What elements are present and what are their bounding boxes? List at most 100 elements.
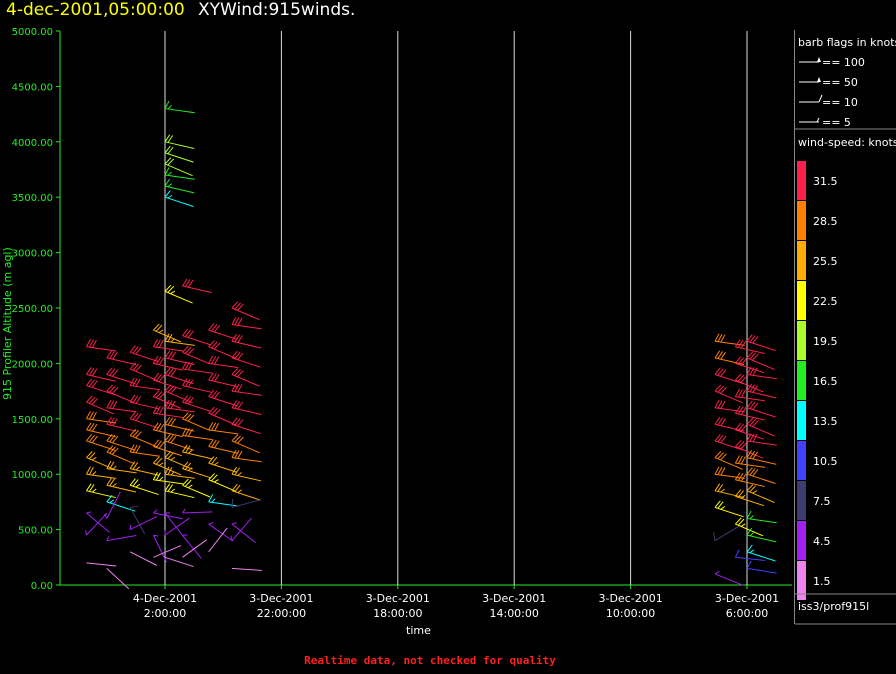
wind-barb <box>182 444 212 460</box>
wind-barb <box>152 405 184 418</box>
wind-barb <box>152 373 183 390</box>
wind-barb <box>86 378 116 396</box>
wind-barb <box>129 345 159 363</box>
grid-lines <box>164 31 748 585</box>
wind-barb <box>104 491 121 519</box>
wind-barb <box>182 508 213 514</box>
wind-barb <box>746 544 776 562</box>
wind-barb <box>129 394 160 410</box>
wind-barb <box>129 428 158 448</box>
wind-barb <box>231 301 260 321</box>
wind-barb <box>85 339 117 352</box>
wind-barb <box>734 439 764 459</box>
legend-color-swatch <box>797 361 806 400</box>
wind-barb <box>746 400 776 418</box>
wind-barb <box>208 439 238 454</box>
wind-barb <box>164 466 195 479</box>
wind-barb <box>153 509 183 520</box>
x-tick-date: 3-Dec-2001 <box>249 592 313 605</box>
wind-barb <box>164 517 190 536</box>
wind-barb <box>164 416 195 432</box>
y-axis-label: 915 Profiler Altitude (m agl) <box>1 247 14 400</box>
wind-barb <box>153 545 182 558</box>
x-tick-date: 3-Dec-2001 <box>715 592 779 605</box>
wind-barb <box>208 473 237 492</box>
axes: 0.00 500.00 1000.00 1500.00 2000.00 2500.00 30… <box>12 27 792 620</box>
wind-barb <box>164 399 195 413</box>
wind-barb <box>746 560 777 574</box>
wind-barb <box>152 456 182 476</box>
wind-barb <box>106 568 130 590</box>
wind-barb <box>164 333 195 346</box>
x-tick-date: 3-Dec-2001 <box>366 592 430 605</box>
legend-barb-title: barb flags in knots <box>798 36 896 49</box>
wind-barb <box>182 278 212 294</box>
wind-barb <box>152 390 182 409</box>
legend-color-swatch <box>797 521 806 560</box>
wind-barb <box>714 399 745 413</box>
wind-barb <box>714 367 744 385</box>
legend-scale-label: 19.5 <box>813 335 838 348</box>
wind-barb <box>231 449 262 463</box>
y-tick-label: 4500.00 <box>12 82 53 93</box>
wind-barb <box>164 284 193 304</box>
wind-barb <box>231 466 262 482</box>
legend-barb-item: == 5 <box>799 116 851 129</box>
legend-barb-item: == 50 <box>799 76 858 89</box>
wind-barb <box>208 406 237 426</box>
wind-barb <box>734 549 766 561</box>
legend-scale-label: 31.5 <box>813 175 838 188</box>
wind-barb <box>164 157 193 177</box>
x-tick-time: 18:00:00 <box>373 607 422 620</box>
wind-barb <box>231 350 261 368</box>
x-tick-time: 22:00:00 <box>257 607 306 620</box>
legend-color-swatch <box>797 281 806 320</box>
legend-scale-label: 22.5 <box>813 295 838 308</box>
wind-barb <box>231 498 262 508</box>
wind-barb <box>231 367 260 387</box>
wind-barb <box>231 333 262 349</box>
legend-color-swatch <box>797 321 806 360</box>
wind-barb <box>208 389 238 407</box>
wind-barb <box>746 484 775 504</box>
wind-barb <box>231 383 262 396</box>
wind-barb <box>734 388 766 402</box>
x-tick-date: 3-Dec-2001 <box>598 592 662 605</box>
x-tick-date: 4-Dec-2001 <box>133 592 197 605</box>
wind-barb <box>106 534 137 542</box>
wind-barb <box>231 417 261 435</box>
y-tick-label: 1500.00 <box>12 415 53 426</box>
wind-barb <box>231 316 262 330</box>
wind-barb <box>746 433 777 446</box>
wind-barb <box>714 433 744 451</box>
wind-barb <box>746 450 777 465</box>
x-tick-time: 10:00:00 <box>606 607 655 620</box>
wind-barb <box>106 494 136 512</box>
wind-barb <box>208 340 237 359</box>
wind-barb <box>152 439 183 457</box>
wind-barb <box>129 461 160 476</box>
wind-barb <box>734 373 764 393</box>
wind-barb <box>152 323 182 343</box>
wind-barbs <box>85 100 777 590</box>
legend-barb-label: == 50 <box>822 76 858 89</box>
wind-barb <box>208 323 238 340</box>
wind-barb <box>86 562 117 567</box>
wind-barb <box>152 534 167 563</box>
wind-barb <box>86 451 115 470</box>
legend-scale-label: 25.5 <box>813 255 838 268</box>
wind-barb <box>734 455 766 468</box>
wind-barb <box>734 356 765 374</box>
wind-barb <box>106 477 137 493</box>
legend-barb-item: == 100 <box>799 56 865 69</box>
wind-barb <box>182 395 212 412</box>
x-tick-date: 3-Dec-2001 <box>482 592 546 605</box>
wind-barb <box>208 372 238 388</box>
legend-color-swatch <box>797 161 806 200</box>
x-axis-label: time <box>406 624 431 637</box>
legend-source: iss3/prof915l <box>798 600 869 613</box>
wind-barb <box>85 411 117 424</box>
wind-barb <box>231 434 260 454</box>
wind-barb <box>208 522 234 542</box>
